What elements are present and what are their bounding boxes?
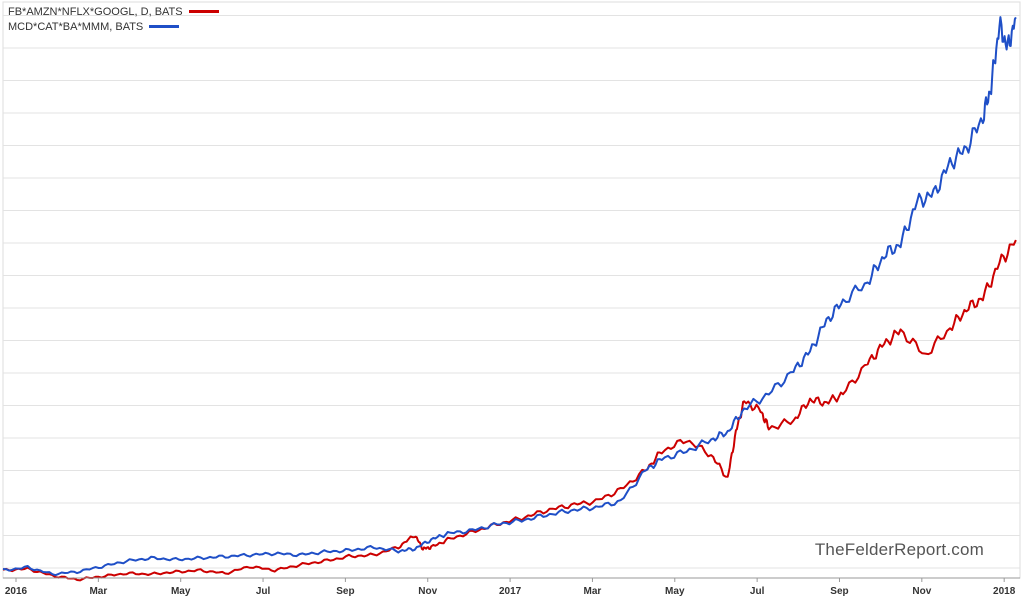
x-tick-label: Mar [89,586,107,597]
legend-swatch [149,25,180,28]
legend-item-red[interactable]: FB*AMZN*NFLX*GOOGL, D, BATS [8,4,219,19]
legend-swatch [188,10,219,13]
legend-item-blue[interactable]: MCD*CAT*BA*MMM, BATS [8,19,219,34]
x-tick-label: 2017 [499,586,522,597]
plot-border [2,1,1021,579]
series-lines [2,16,1017,582]
x-tick-label: 2018 [993,586,1016,597]
x-tick-label: May [171,586,191,597]
series-line-fb-amzn-nflx-googl[interactable] [2,239,1017,582]
legend: FB*AMZN*NFLX*GOOGL, D, BATS MCD*CAT*BA*M… [8,4,219,34]
legend-label: MCD*CAT*BA*MMM, BATS [8,20,144,33]
x-tick-label: Jul [256,586,271,597]
x-tick-label: Mar [584,586,602,597]
x-tick-label: Nov [912,586,931,597]
x-tick-label: Sep [336,586,354,597]
watermark: TheFelderReport.com [814,540,984,559]
x-tick-label: Sep [830,586,848,597]
x-tick-label: May [665,586,685,597]
series-line-mcd-cat-ba-mmm[interactable] [2,16,1017,577]
x-tick-label: 2016 [5,586,28,597]
x-axis: 2016 Mar May Jul Sep Nov 2017 Mar May Jul Sep Nov 20… [3,577,1020,597]
grid-lines [2,1,1021,579]
legend-label: FB*AMZN*NFLX*GOOGL, D, BATS [8,5,183,18]
x-tick-label: Nov [418,586,437,597]
x-tick-label: Jul [750,586,765,597]
